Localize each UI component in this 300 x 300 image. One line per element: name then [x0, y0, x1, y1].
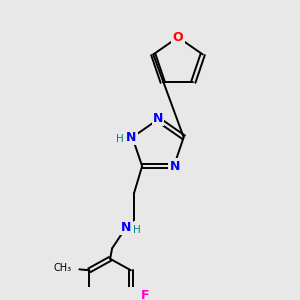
Text: N: N: [126, 131, 136, 144]
Text: N: N: [121, 221, 131, 234]
Text: H: H: [133, 225, 141, 235]
Text: F: F: [141, 289, 149, 300]
Text: N: N: [153, 112, 163, 125]
Text: H: H: [116, 134, 124, 144]
Text: N: N: [170, 160, 180, 172]
Text: CH₃: CH₃: [53, 263, 71, 273]
Text: O: O: [173, 31, 183, 44]
